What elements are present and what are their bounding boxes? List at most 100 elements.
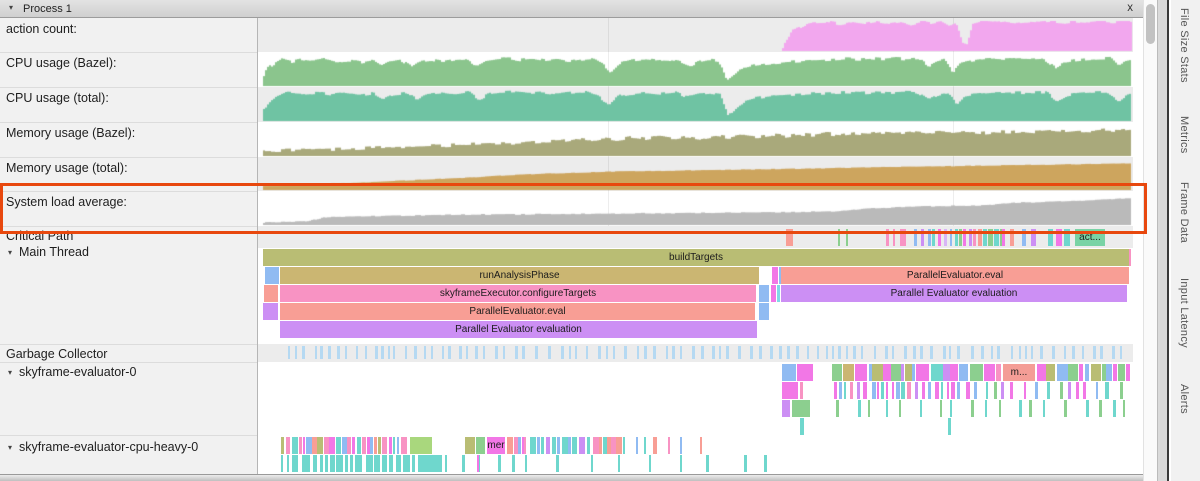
trace-slice[interactable] xyxy=(495,346,498,359)
trace-slice[interactable] xyxy=(393,437,395,454)
trace-slice[interactable] xyxy=(306,437,312,454)
trace-slice[interactable] xyxy=(1048,229,1053,246)
trace-slice[interactable] xyxy=(1031,229,1036,246)
trace-slice[interactable] xyxy=(800,418,804,435)
trace-slice[interactable] xyxy=(365,346,367,359)
trace-slice[interactable] xyxy=(668,437,670,454)
trace-slice[interactable] xyxy=(943,346,946,359)
trace-slice-labeled[interactable]: mer xyxy=(487,437,505,454)
trace-slice[interactable] xyxy=(1052,346,1055,359)
trace-slice[interactable] xyxy=(315,346,317,359)
trace-slice[interactable] xyxy=(611,437,616,454)
trace-slice[interactable] xyxy=(994,382,997,399)
trace-slice[interactable] xyxy=(524,437,526,454)
trace-slice[interactable] xyxy=(512,455,515,472)
collapse-main-thread-icon[interactable]: ▾ xyxy=(8,248,13,257)
trace-slice[interactable] xyxy=(412,455,415,472)
trace-slice[interactable] xyxy=(483,346,485,359)
trace-slice[interactable] xyxy=(1035,382,1038,399)
trace-slice[interactable] xyxy=(826,346,828,359)
trace-slice[interactable] xyxy=(1040,346,1043,359)
collapse-process-icon[interactable]: ▾ xyxy=(9,3,14,12)
trace-slice[interactable] xyxy=(1037,364,1046,381)
tab-frame-data[interactable]: Frame Data xyxy=(1178,182,1190,244)
timeline-canvas[interactable]: act... buildTargets runAnalysisPhase Parall… xyxy=(258,18,1133,474)
trace-slice[interactable] xyxy=(719,346,721,359)
trace-slice[interactable] xyxy=(530,437,536,454)
trace-slice[interactable] xyxy=(850,382,853,399)
trace-slice[interactable] xyxy=(1085,364,1089,381)
trace-slice[interactable] xyxy=(900,229,906,246)
trace-slice[interactable] xyxy=(1072,346,1075,359)
track-main-thread[interactable]: buildTargets runAnalysisPhase ParallelEval… xyxy=(258,248,1133,344)
trace-slice[interactable] xyxy=(336,455,343,472)
trace-slice[interactable] xyxy=(891,364,901,381)
trace-slice[interactable] xyxy=(943,364,950,381)
trace-slice[interactable] xyxy=(342,437,347,454)
trace-slice[interactable] xyxy=(1060,382,1063,399)
trace-slice-labeled[interactable]: ParallelEvaluator.eval xyxy=(280,303,755,320)
trace-slice[interactable] xyxy=(959,229,962,246)
trace-slice[interactable] xyxy=(996,364,1001,381)
trace-slice[interactable] xyxy=(591,455,593,472)
trace-slice[interactable] xyxy=(393,346,395,359)
trace-slice[interactable] xyxy=(410,437,432,454)
trace-slice[interactable] xyxy=(1064,346,1066,359)
trace-slice[interactable] xyxy=(302,455,310,472)
trace-slice[interactable] xyxy=(552,437,556,454)
trace-slice[interactable] xyxy=(475,346,478,359)
trace-slice[interactable] xyxy=(944,229,947,246)
trace-slice[interactable] xyxy=(912,364,915,381)
trace-slice[interactable] xyxy=(701,346,704,359)
trace-slice[interactable] xyxy=(893,229,895,246)
trace-slice[interactable] xyxy=(1064,229,1070,246)
trace-slice[interactable] xyxy=(949,346,951,359)
trace-slice[interactable] xyxy=(846,229,848,246)
trace-slice[interactable] xyxy=(374,437,377,454)
trace-slice[interactable] xyxy=(366,455,373,472)
trace-slice[interactable] xyxy=(1019,346,1021,359)
trace-slice[interactable] xyxy=(345,455,348,472)
close-icon[interactable]: x xyxy=(1127,2,1133,14)
trace-slice[interactable] xyxy=(807,346,809,359)
trace-slice[interactable] xyxy=(541,437,544,454)
trace-slice[interactable] xyxy=(1091,364,1101,381)
trace-slice[interactable] xyxy=(680,346,682,359)
trace-slice[interactable] xyxy=(598,346,601,359)
trace-slice[interactable] xyxy=(330,455,335,472)
trace-slice[interactable] xyxy=(287,455,289,472)
trace-slice[interactable] xyxy=(606,346,608,359)
trace-slice[interactable] xyxy=(680,437,682,454)
trace-slice[interactable] xyxy=(928,382,931,399)
trace-slice[interactable] xyxy=(855,364,867,381)
trace-slice[interactable] xyxy=(618,455,620,472)
trace-slice[interactable] xyxy=(706,455,709,472)
trace-slice[interactable] xyxy=(1102,364,1106,381)
trace-slice[interactable] xyxy=(405,346,407,359)
trace-slice[interactable] xyxy=(382,437,387,454)
trace-slice[interactable] xyxy=(1068,364,1078,381)
trace-slice[interactable] xyxy=(431,346,433,359)
trace-slice[interactable] xyxy=(575,346,577,359)
trace-slice-labeled[interactable]: Parallel Evaluator evaluation xyxy=(781,285,1127,302)
tab-file-size-stats[interactable]: File Size Stats xyxy=(1178,8,1190,83)
trace-slice[interactable] xyxy=(680,455,682,472)
trace-slice[interactable] xyxy=(672,346,675,359)
trace-slice[interactable] xyxy=(782,400,790,417)
trace-slice[interactable] xyxy=(853,346,856,359)
trace-slice[interactable] xyxy=(1105,382,1109,399)
trace-slice[interactable] xyxy=(352,437,355,454)
trace-slice[interactable] xyxy=(587,437,590,454)
trace-slice[interactable] xyxy=(839,382,842,399)
counter-chart-1[interactable] xyxy=(258,52,1133,87)
trace-slice[interactable] xyxy=(726,346,729,359)
horizontal-scrollbar[interactable] xyxy=(0,474,1143,481)
trace-slice[interactable] xyxy=(299,437,302,454)
trace-slice[interactable] xyxy=(649,455,651,472)
trace-slice[interactable] xyxy=(599,437,602,454)
trace-slice[interactable] xyxy=(1129,249,1131,266)
trace-slice[interactable] xyxy=(971,346,974,359)
trace-slice[interactable] xyxy=(1029,400,1032,417)
trace-slice[interactable] xyxy=(320,455,323,472)
counter-chart-5[interactable] xyxy=(258,191,1133,226)
